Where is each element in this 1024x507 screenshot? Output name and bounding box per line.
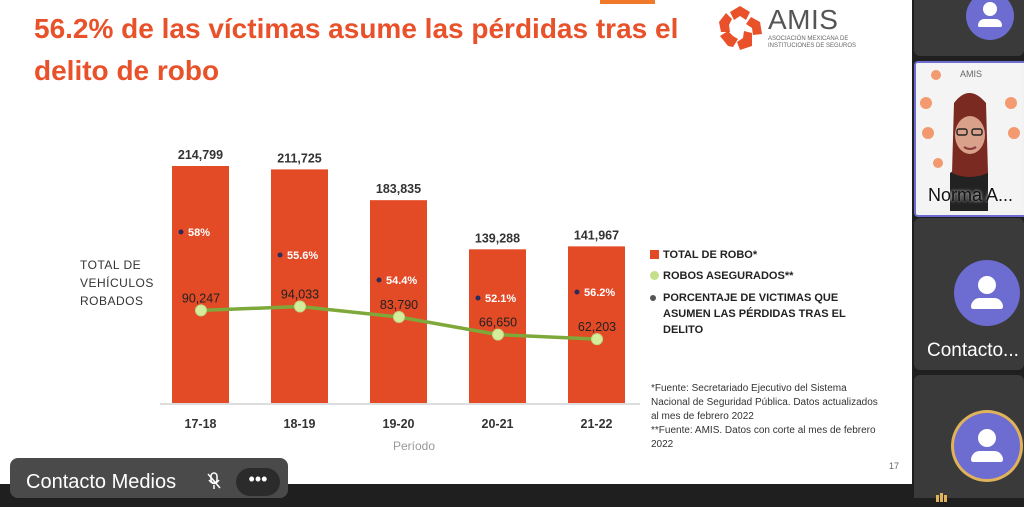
- percentage-label: 58%: [188, 227, 210, 239]
- bar-value-label: 141,967: [574, 228, 619, 242]
- legend-label: ROBOS ASEGURADOS**: [663, 270, 794, 282]
- y-axis-label: TOTAL DE VEHÍCULOS ROBADOS: [80, 258, 154, 308]
- footnote: *Fuente: Secretariado Ejecutivo del Sist…: [651, 383, 878, 422]
- bar-value-label: 214,799: [178, 148, 223, 162]
- presenter-name: Contacto Medios: [26, 471, 177, 493]
- participant-tile[interactable]: Contacto...: [914, 218, 1024, 370]
- svg-text:AMIS: AMIS: [960, 69, 982, 79]
- x-tick-label: 18-19: [284, 417, 316, 431]
- decorative-strip: [600, 0, 655, 4]
- insured-value-label: 66,650: [479, 316, 517, 330]
- insured-value-label: 62,203: [578, 320, 616, 334]
- legend-item-total: TOTAL DE ROBO*: [650, 247, 880, 263]
- insured-value-label: 90,247: [182, 291, 220, 305]
- mic-muted-icon: [206, 472, 222, 490]
- insured-point: [591, 333, 603, 346]
- amis-logo-icon: [719, 6, 762, 50]
- amis-logo: AMIS ASOCIACIÓN MEXICANA DE INSTITUCIONE…: [716, 4, 906, 52]
- bar: [172, 166, 229, 403]
- presentation-slide: 56.2% de las víctimas asume las pérdidas…: [0, 0, 912, 484]
- bar: [370, 200, 427, 403]
- percentage-label: 52.1%: [485, 293, 516, 305]
- x-tick-label: 20-21: [482, 417, 514, 431]
- bar: [469, 249, 526, 403]
- insured-point: [492, 328, 504, 341]
- avatar-icon: [954, 413, 1020, 479]
- participant-name: Contacto...: [927, 340, 1019, 361]
- page-number: 17: [889, 461, 900, 471]
- chart: 214,799 17-18 211,725 18-19 183,835 19-20 139,…: [160, 148, 640, 453]
- insured-point: [393, 311, 405, 324]
- speaker-video-icon: AMIS: [916, 63, 1022, 211]
- logo-name: AMIS: [768, 4, 839, 35]
- more-options-button[interactable]: •••: [236, 468, 280, 496]
- avatar-icon: [966, 0, 1014, 40]
- bar-value-label: 183,835: [376, 182, 421, 196]
- legend-swatch-line: [650, 271, 659, 280]
- bar: [271, 169, 328, 403]
- bar-value-label: 211,725: [277, 151, 322, 165]
- percentage-dot: [277, 252, 283, 258]
- active-speaker-tile[interactable]: AMIS Norma A...: [914, 61, 1024, 217]
- presenter-name-bar: Contacto Medios •••: [10, 458, 288, 498]
- bar: [568, 246, 625, 403]
- avatar-icon: [954, 260, 1020, 326]
- legend-label: PORCENTAJE DE VICTIMAS QUE ASUMEN LAS PÉ…: [663, 292, 846, 336]
- percentage-label: 54.4%: [386, 275, 417, 287]
- percentage-dot: [178, 229, 184, 235]
- footnote: **Fuente: AMIS. Datos con corte al mes d…: [651, 425, 876, 450]
- legend-item-percentage: PORCENTAJE DE VICTIMAS QUE ASUMEN LAS PÉ…: [650, 290, 880, 338]
- percentage-dot: [376, 277, 382, 283]
- participant-tile[interactable]: [914, 375, 1024, 502]
- insured-point: [294, 300, 306, 313]
- legend-swatch-dot: [650, 295, 656, 301]
- participant-name: Norma A...: [928, 185, 1014, 205]
- legend-swatch-bar: [650, 250, 659, 259]
- legend-item-insured: ROBOS ASEGURADOS**: [650, 268, 880, 284]
- percentage-dot: [475, 295, 481, 301]
- footnotes: *Fuente: Secretariado Ejecutivo del Sist…: [651, 382, 881, 452]
- insured-value-label: 94,033: [281, 288, 319, 302]
- bar-value-label: 139,288: [475, 231, 520, 245]
- percentage-label: 55.6%: [287, 250, 318, 262]
- slide-title: 56.2% de las víctimas asume las pérdidas…: [34, 13, 679, 86]
- participant-tile[interactable]: [914, 0, 1024, 56]
- x-axis-title: Período: [393, 439, 435, 453]
- x-tick-label: 21-22: [581, 417, 613, 431]
- hand-icon: [934, 489, 948, 502]
- logo-subtitle: ASOCIACIÓN MEXICANA DE INSTITUCIONES DE …: [768, 36, 857, 49]
- percentage-dot: [574, 289, 580, 295]
- x-tick-label: 17-18: [185, 417, 217, 431]
- x-tick-label: 19-20: [383, 417, 415, 431]
- legend-label: TOTAL DE ROBO*: [663, 249, 758, 261]
- insured-value-label: 83,790: [380, 298, 418, 312]
- insured-point: [195, 304, 207, 317]
- percentage-label: 56.2%: [584, 287, 615, 299]
